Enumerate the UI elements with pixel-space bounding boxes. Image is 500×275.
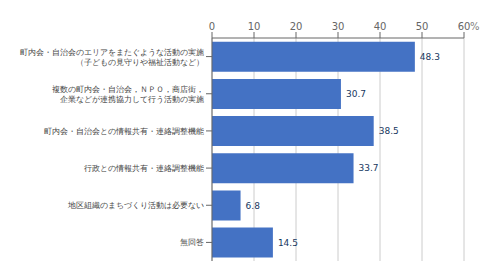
svg-text:10: 10 [248, 21, 261, 32]
svg-text:38.5: 38.5 [379, 126, 399, 136]
svg-text:20: 20 [290, 21, 303, 32]
svg-text:6.8: 6.8 [246, 201, 261, 211]
svg-text:複数の町内会・自治会，ＮＰＯ，商店街，企業などが連携協力して: 複数の町内会・自治会，ＮＰＯ，商店街，企業などが連携協力して行う活動の実施 [52, 84, 204, 103]
svg-text:0: 0 [209, 21, 215, 32]
svg-text:地区組織のまちづくり活動は必要ない: 地区組織のまちづくり活動は必要ない [67, 201, 204, 210]
svg-text:40: 40 [374, 21, 387, 32]
svg-text:50: 50 [416, 21, 429, 32]
svg-text:%: % [470, 21, 480, 32]
svg-text:町内会・自治会との情報共有・連絡調整機能: 町内会・自治会との情報共有・連絡調整機能 [44, 126, 204, 135]
svg-text:行政との情報共有・連絡調整機能: 行政との情報共有・連絡調整機能 [84, 164, 204, 173]
svg-text:60: 60 [458, 21, 471, 32]
svg-text:町内会・自治会のエリアをまたぐような活動の実施（子どもの見守: 町内会・自治会のエリアをまたぐような活動の実施（子どもの見守りや福祉活動など） [20, 47, 204, 66]
svg-text:14.5: 14.5 [278, 238, 298, 248]
svg-text:30.7: 30.7 [346, 89, 366, 99]
svg-text:無回答: 無回答 [180, 238, 204, 247]
svg-text:33.7: 33.7 [359, 163, 379, 173]
svg-text:30: 30 [332, 21, 345, 32]
svg-text:48.3: 48.3 [420, 52, 440, 62]
